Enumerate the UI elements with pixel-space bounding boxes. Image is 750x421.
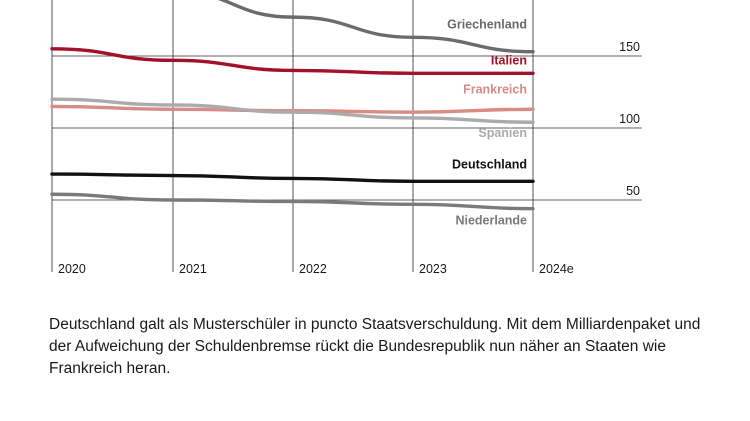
series-label-spanien: Spanien [478, 126, 527, 140]
series-label-italien: Italien [491, 53, 527, 67]
series-label-griechenland: Griechenland [447, 18, 527, 32]
article-caption: Deutschland galt als Musterschüler in pu… [49, 316, 701, 377]
series-labels: Griechenland Italien Frankreich Spanien Deut… [447, 18, 527, 228]
y-axis-tick-labels: 50 100 150 [619, 40, 640, 198]
y-tick-label-50: 50 [626, 184, 640, 198]
chart-area: 50 100 150 2020 2021 2022 2023 2024e Griechenl… [50, 0, 642, 276]
series-label-niederlande: Niederlande [455, 214, 527, 228]
y-tick-label-150: 150 [619, 40, 640, 54]
series-label-deutschland: Deutschland [452, 157, 527, 171]
x-tick-label-2023: 2023 [419, 262, 447, 276]
series-line-italien [50, 47, 535, 75]
x-tick-label-2020: 2020 [58, 262, 86, 276]
series-line-niederlande [50, 192, 535, 211]
series-lines [50, 0, 535, 211]
x-tick-label-2024e: 2024e [539, 262, 574, 276]
line-chart: 50 100 150 2020 2021 2022 2023 2024e Griechenl… [50, 0, 642, 276]
x-axis-tick-labels: 2020 2021 2022 2023 2024e [58, 262, 574, 276]
series-line-deutschland [50, 172, 535, 183]
x-tick-label-2021: 2021 [179, 262, 207, 276]
x-tick-label-2022: 2022 [299, 262, 327, 276]
vertical-gridlines [51, 0, 534, 272]
series-line-spanien [50, 97, 535, 124]
series-line-griechenland [218, 0, 535, 54]
y-tick-label-100: 100 [619, 112, 640, 126]
series-label-frankreich: Frankreich [463, 82, 527, 96]
